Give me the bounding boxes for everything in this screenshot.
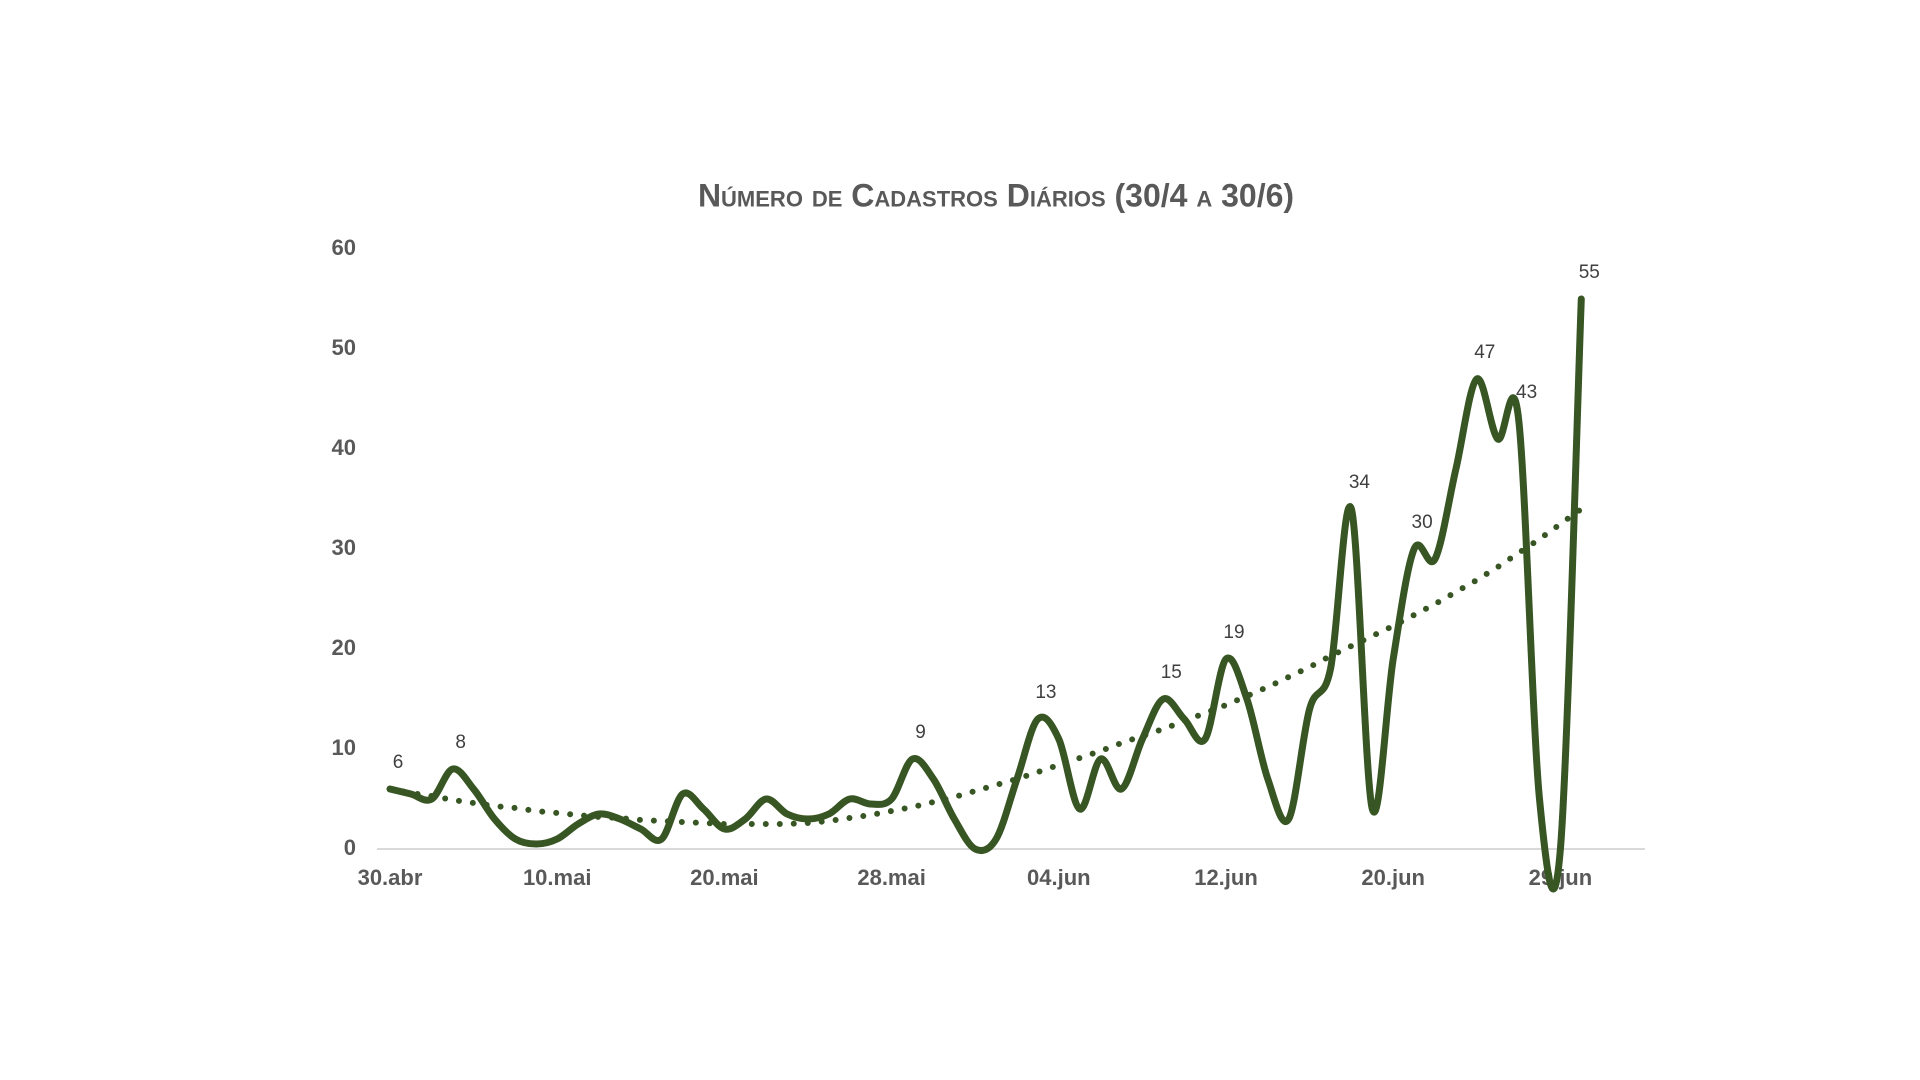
data-label: 19 [1223, 622, 1244, 643]
x-tick-label: 04.jun [1027, 865, 1091, 890]
data-label: 30 [1412, 512, 1433, 533]
x-tick-label: 28.mai [857, 865, 926, 890]
data-label: 47 [1474, 342, 1495, 363]
data-label: 6 [393, 752, 404, 773]
y-tick-label: 50 [332, 335, 356, 360]
data-label: 13 [1035, 682, 1056, 703]
x-tick-label: 12.jun [1194, 865, 1258, 890]
y-tick-label: 40 [332, 435, 356, 460]
x-tick-label: 10.mai [523, 865, 592, 890]
data-label: 9 [915, 722, 926, 743]
data-label: 43 [1516, 382, 1537, 403]
y-tick-label: 30 [332, 535, 356, 560]
data-label: 55 [1579, 262, 1600, 283]
trendline [387, 506, 1585, 827]
data-label: 8 [455, 732, 466, 753]
y-tick-label: 0 [344, 835, 356, 860]
y-tick-label: 20 [332, 635, 356, 660]
line [386, 295, 1585, 893]
x-tick-label: 20.mai [690, 865, 759, 890]
y-tick-label: 60 [332, 235, 356, 260]
x-tick-label: 20.jun [1361, 865, 1425, 890]
chart-title: Número de Cadastros Diários (30/4 a 30/6… [698, 177, 1294, 213]
y-tick-label: 10 [332, 735, 356, 760]
data-label: 34 [1349, 472, 1371, 493]
x-tick-label: 30.abr [358, 865, 423, 890]
data-label: 15 [1161, 662, 1182, 683]
